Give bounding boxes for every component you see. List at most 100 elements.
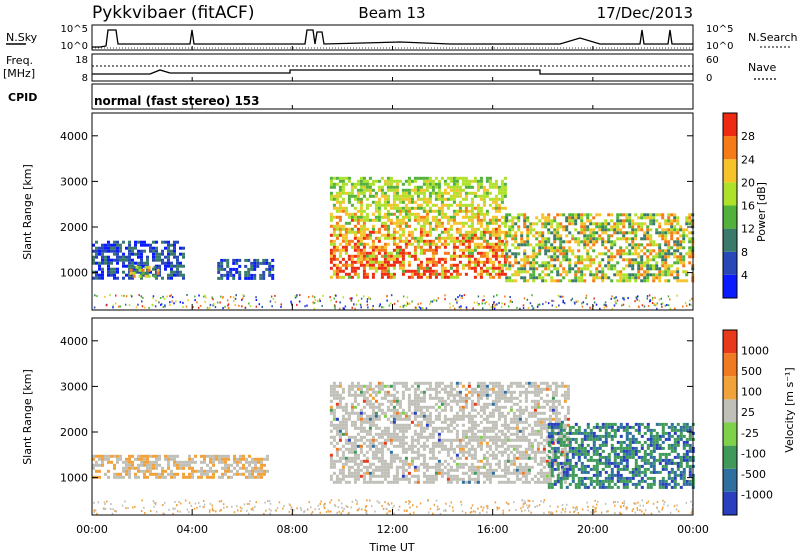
power-cell — [595, 267, 599, 271]
power-cell — [329, 185, 333, 189]
power-cell — [479, 233, 483, 237]
power-cell — [670, 225, 674, 229]
power-ground-scatter — [585, 294, 588, 297]
velocity-cell — [377, 384, 381, 388]
beam-label: Beam 13 — [358, 4, 425, 22]
power-cell — [182, 252, 185, 256]
velocity-cell — [506, 447, 510, 451]
power-ground-scatter — [562, 295, 564, 298]
power-cell — [505, 213, 509, 217]
power-ground-scatter — [197, 306, 200, 309]
power-cell — [362, 185, 366, 189]
velocity-cell — [536, 393, 540, 397]
power-cell — [535, 267, 539, 271]
power-cell — [434, 185, 438, 189]
velocity-cell — [559, 485, 563, 489]
power-cell — [646, 225, 650, 229]
power-cell — [271, 264, 275, 268]
power-cell — [371, 194, 375, 198]
velocity-cell — [335, 417, 339, 421]
power-cell — [356, 200, 360, 204]
velocity-cell — [395, 435, 399, 439]
power-cell — [538, 231, 542, 235]
power-cell — [500, 185, 504, 189]
velocity-cell — [452, 414, 456, 418]
velocity-cell — [350, 471, 354, 475]
power-cell — [176, 264, 179, 268]
velocity-cell — [449, 441, 453, 445]
power-cell — [604, 219, 608, 223]
power-cell — [688, 252, 692, 256]
power-cell — [494, 185, 498, 189]
power-cell — [359, 230, 363, 234]
velocity-cell — [368, 405, 372, 409]
velocity-cell — [356, 402, 360, 406]
velocity-cell — [422, 435, 426, 439]
velocity-cell — [344, 429, 348, 433]
power-cell — [362, 233, 366, 237]
power-cell — [649, 228, 653, 232]
velocity-cell — [380, 441, 384, 445]
power-cell — [571, 213, 575, 217]
power-cell — [395, 221, 399, 225]
power-ground-scatter — [307, 296, 310, 298]
velocity-cell — [362, 405, 366, 409]
power-cell — [158, 273, 161, 277]
power-cell — [520, 243, 524, 247]
power-cell — [661, 258, 665, 262]
velocity-cell — [410, 450, 414, 454]
power-cell — [146, 243, 149, 247]
velocity-cell — [368, 402, 372, 406]
power-cell — [344, 260, 348, 264]
power-cell — [446, 191, 450, 195]
power-cell — [655, 255, 659, 259]
power-cell — [443, 236, 447, 240]
power-ground-scatter — [551, 304, 554, 307]
power-cell — [434, 224, 438, 228]
velocity-cell — [329, 441, 333, 445]
power-cell — [637, 276, 641, 280]
power-cell — [419, 236, 423, 240]
velocity-cell — [497, 474, 501, 478]
power-cell — [422, 182, 426, 186]
power-cell — [380, 224, 384, 228]
power-cell — [425, 263, 429, 267]
velocity-cell — [368, 471, 372, 475]
power-cell — [637, 216, 641, 220]
power-ground-scatter — [271, 305, 273, 308]
velocity-cell — [338, 480, 342, 484]
power-cell — [356, 194, 360, 198]
power-cell — [104, 243, 107, 247]
power-cell — [479, 245, 483, 249]
velocity-cell — [485, 471, 489, 475]
power-cell — [494, 194, 498, 198]
velocity-cell — [604, 479, 608, 483]
power-cell — [458, 227, 462, 231]
power-cell — [544, 216, 548, 220]
power-cell — [547, 267, 551, 271]
power-cell — [473, 263, 477, 267]
power-cell — [658, 276, 662, 280]
power-cell — [140, 258, 143, 262]
velocity-cell — [398, 417, 402, 421]
power-cell — [149, 249, 152, 253]
velocity-cell — [368, 384, 372, 388]
velocity-cell — [404, 387, 408, 391]
velocity-cell — [467, 414, 471, 418]
velocity-cell — [548, 417, 552, 421]
velocity-cell — [452, 396, 456, 400]
power-ground-scatter — [648, 294, 651, 297]
power-cell — [494, 200, 498, 204]
velocity-cell — [428, 381, 432, 385]
power-cell — [95, 249, 98, 253]
velocity-cell — [625, 455, 629, 459]
power-cell — [425, 248, 429, 252]
velocity-cell — [461, 453, 465, 457]
power-cell — [386, 275, 390, 279]
velocity-cell — [616, 440, 620, 444]
power-cell — [637, 267, 641, 271]
velocity-cell — [565, 443, 569, 447]
power-cell — [452, 197, 456, 201]
power-cell — [238, 276, 242, 280]
velocity-cell — [404, 474, 408, 478]
